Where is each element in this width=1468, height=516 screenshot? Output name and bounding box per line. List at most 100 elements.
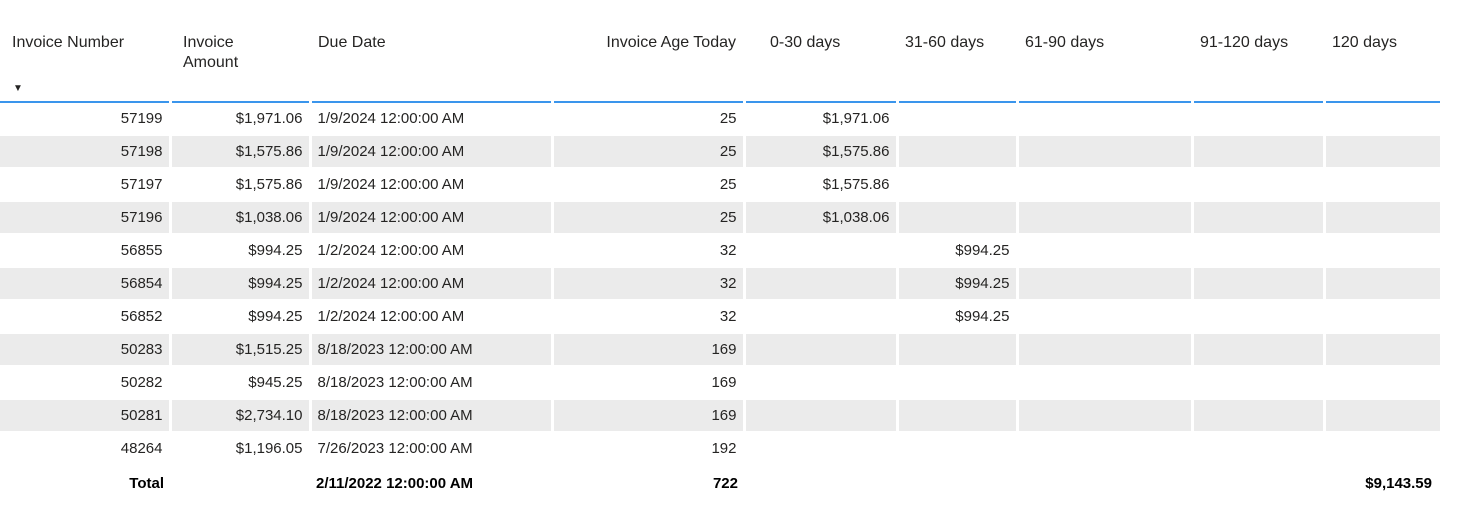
total-cell-days-31-60 (897, 464, 1017, 500)
header-row: Invoice Number ▼ Invoice Amount Due Date Inv… (0, 25, 1440, 103)
cell-days-120 (1322, 267, 1440, 301)
cell-invoice-age-today: 32 (550, 267, 744, 301)
cell-due-date: 1/9/2024 12:00:00 AM (308, 102, 552, 136)
column-header-days-120[interactable]: 120 days (1324, 25, 1440, 103)
cell-invoice-number: 50283 (0, 333, 170, 367)
cell-due-date: 1/9/2024 12:00:00 AM (308, 168, 552, 202)
cell-days-31-60 (895, 432, 1017, 466)
cell-invoice-age-today: 32 (550, 234, 744, 268)
cell-days-91-120 (1190, 267, 1324, 301)
cell-days-61-90 (1015, 399, 1192, 433)
column-header-label: 31-60 days (905, 34, 985, 51)
cell-days-61-90 (1015, 234, 1192, 268)
column-header-days-31-60[interactable]: 31-60 days (897, 25, 1017, 103)
cell-days-31-60 (895, 399, 1017, 433)
cell-invoice-number: 48264 (0, 432, 170, 466)
table-row: 57196 $1,038.06 1/9/2024 12:00:00 AM 25 $1,0… (0, 201, 1440, 235)
cell-invoice-amount: $994.25 (168, 267, 310, 301)
cell-days-61-90 (1015, 267, 1192, 301)
cell-invoice-amount: $1,038.06 (168, 201, 310, 235)
column-header-days-0-30[interactable]: 0-30 days (744, 25, 897, 103)
cell-days-120 (1322, 201, 1440, 235)
cell-days-61-90 (1015, 201, 1192, 235)
cell-due-date: 8/18/2023 12:00:00 AM (308, 333, 552, 367)
cell-invoice-age-today: 25 (550, 201, 744, 235)
column-header-invoice-amount[interactable]: Invoice Amount (170, 25, 310, 103)
table-row: 56855 $994.25 1/2/2024 12:00:00 AM 32 $994.2… (0, 234, 1440, 268)
cell-days-91-120 (1190, 234, 1324, 268)
cell-due-date: 1/2/2024 12:00:00 AM (308, 234, 552, 268)
column-header-invoice-number[interactable]: Invoice Number ▼ (0, 25, 170, 103)
column-header-label: 0-30 days (770, 34, 841, 51)
cell-days-31-60 (895, 333, 1017, 367)
cell-days-91-120 (1190, 333, 1324, 367)
cell-days-91-120 (1190, 102, 1324, 136)
cell-due-date: 7/26/2023 12:00:00 AM (308, 432, 552, 466)
cell-days-0-30 (742, 366, 897, 400)
cell-invoice-number: 57196 (0, 201, 170, 235)
cell-days-120 (1322, 102, 1440, 136)
total-row: Total 2/11/2022 12:00:00 AM 722 $9,143.59 (0, 464, 1440, 500)
cell-days-0-30 (742, 267, 897, 301)
cell-days-91-120 (1190, 201, 1324, 235)
cell-days-31-60 (895, 168, 1017, 202)
cell-days-31-60 (895, 366, 1017, 400)
cell-days-0-30 (742, 432, 897, 466)
cell-invoice-age-today: 25 (550, 102, 744, 136)
column-header-label: Due Date (318, 34, 386, 51)
cell-days-91-120 (1190, 135, 1324, 169)
cell-invoice-number: 50282 (0, 366, 170, 400)
cell-invoice-number: 56855 (0, 234, 170, 268)
cell-days-120 (1322, 234, 1440, 268)
cell-days-0-30 (742, 300, 897, 334)
cell-days-61-90 (1015, 168, 1192, 202)
column-header-days-91-120[interactable]: 91-120 days (1192, 25, 1324, 103)
cell-invoice-number: 50281 (0, 399, 170, 433)
cell-days-0-30 (742, 333, 897, 367)
cell-invoice-number: 57198 (0, 135, 170, 169)
cell-days-31-60: $994.25 (895, 300, 1017, 334)
cell-invoice-age-today: 169 (550, 333, 744, 367)
cell-days-61-90 (1015, 135, 1192, 169)
cell-days-31-60 (895, 102, 1017, 136)
cell-days-61-90 (1015, 333, 1192, 367)
cell-invoice-amount: $1,971.06 (168, 102, 310, 136)
cell-invoice-amount: $1,196.05 (168, 432, 310, 466)
column-header-days-61-90[interactable]: 61-90 days (1017, 25, 1192, 103)
table-row: 57197 $1,575.86 1/9/2024 12:00:00 AM 25 $1,5… (0, 168, 1440, 202)
cell-days-0-30: $1,971.06 (742, 102, 897, 136)
cell-days-31-60 (895, 135, 1017, 169)
cell-days-120 (1322, 135, 1440, 169)
cell-days-91-120 (1190, 399, 1324, 433)
cell-invoice-number: 56852 (0, 300, 170, 334)
cell-invoice-age-today: 169 (550, 399, 744, 433)
total-cell-days-0-30 (744, 464, 897, 500)
total-cell-days-120: $9,143.59 (1324, 464, 1440, 500)
cell-days-120 (1322, 333, 1440, 367)
cell-days-61-90 (1015, 432, 1192, 466)
table-header: Invoice Number ▼ Invoice Amount Due Date Inv… (0, 25, 1440, 103)
invoice-table: Invoice Number ▼ Invoice Amount Due Date Inv… (0, 25, 1440, 500)
cell-due-date: 8/18/2023 12:00:00 AM (308, 399, 552, 433)
cell-invoice-number: 57199 (0, 102, 170, 136)
total-cell-invoice-number: Total (0, 464, 170, 500)
sort-descending-icon[interactable]: ▼ (13, 83, 23, 94)
cell-due-date: 1/9/2024 12:00:00 AM (308, 135, 552, 169)
cell-invoice-number: 56854 (0, 267, 170, 301)
cell-invoice-amount: $994.25 (168, 234, 310, 268)
cell-invoice-amount: $1,575.86 (168, 168, 310, 202)
column-header-invoice-age-today[interactable]: Invoice Age Today (552, 25, 744, 103)
cell-invoice-age-today: 25 (550, 135, 744, 169)
table-row: 50283 $1,515.25 8/18/2023 12:00:00 AM 169 (0, 333, 1440, 367)
cell-days-61-90 (1015, 366, 1192, 400)
column-header-label: 61-90 days (1025, 34, 1105, 51)
cell-invoice-age-today: 192 (550, 432, 744, 466)
column-header-label: Invoice Age Today (606, 34, 736, 51)
invoice-aging-table-visual: Invoice Number ▼ Invoice Amount Due Date Inv… (0, 25, 1440, 500)
cell-days-120 (1322, 300, 1440, 334)
table-footer: Total 2/11/2022 12:00:00 AM 722 $9,143.59 (0, 464, 1440, 500)
cell-due-date: 8/18/2023 12:00:00 AM (308, 366, 552, 400)
total-cell-days-61-90 (1017, 464, 1192, 500)
column-header-due-date[interactable]: Due Date (310, 25, 552, 103)
